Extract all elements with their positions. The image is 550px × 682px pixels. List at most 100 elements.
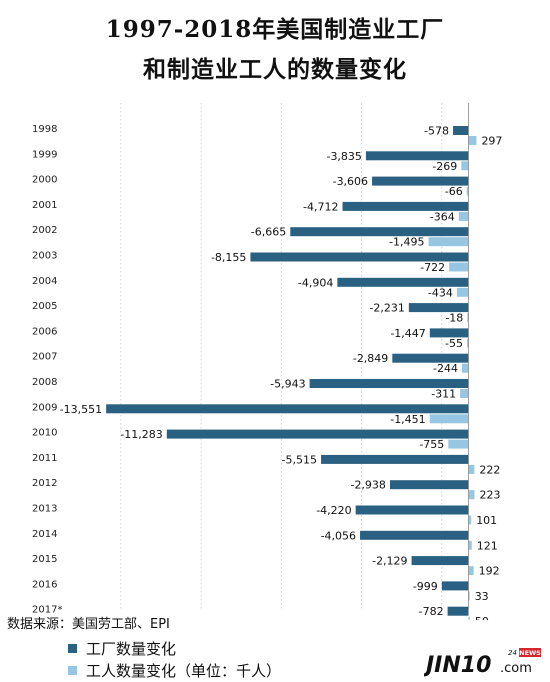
data-label-workers: 297 bbox=[481, 135, 502, 148]
y-tick-label: 2006 bbox=[32, 326, 57, 337]
data-label-factories: -782 bbox=[419, 605, 444, 618]
data-label-workers: -66 bbox=[445, 185, 463, 198]
bar-factories bbox=[342, 201, 469, 211]
bar-factories bbox=[441, 581, 469, 591]
data-label-workers: -1,451 bbox=[390, 413, 425, 426]
jin10-logo: JIN10 .com 24 NEWS bbox=[424, 648, 541, 678]
bar-workers bbox=[448, 439, 469, 449]
y-tick-label: 2003 bbox=[32, 251, 57, 262]
data-label-workers: -55 bbox=[445, 337, 463, 350]
bar-workers bbox=[461, 363, 469, 373]
data-label-workers: 223 bbox=[479, 489, 500, 502]
y-tick-label: 2001 bbox=[32, 200, 57, 211]
y-tick-label: 2012 bbox=[32, 478, 57, 489]
data-label-factories: -3,835 bbox=[326, 150, 361, 163]
data-label-factories: -2,938 bbox=[350, 479, 385, 492]
bar-workers bbox=[468, 540, 472, 550]
bar-factories bbox=[389, 480, 469, 490]
data-label-workers: -434 bbox=[428, 286, 453, 299]
legend-swatch-workers bbox=[68, 666, 77, 675]
y-tick-label: 2002 bbox=[32, 225, 57, 236]
bar-workers bbox=[458, 211, 469, 221]
y-tick-label: 2010 bbox=[32, 428, 57, 439]
bar-chart: 1998 -578 297 1999 -3,835 -269 2000 -3,606 -66 20… bbox=[32, 103, 502, 620]
data-label-workers: 121 bbox=[477, 539, 498, 552]
data-label-factories: -578 bbox=[424, 125, 449, 138]
y-tick-label: 2009 bbox=[32, 402, 57, 413]
data-label-factories: -3,606 bbox=[333, 175, 368, 188]
bar-factories bbox=[453, 126, 469, 135]
y-tick-label: 2008 bbox=[32, 377, 57, 388]
data-label-workers: -364 bbox=[430, 210, 455, 223]
data-label-workers: 33 bbox=[475, 590, 489, 603]
bar-workers bbox=[428, 237, 469, 247]
y-tick-label: 1998 bbox=[32, 124, 57, 135]
bar-factories bbox=[250, 252, 469, 262]
logo-wordmark: JIN10 bbox=[424, 653, 491, 678]
bar-factories bbox=[309, 379, 469, 388]
source-note: 数据来源：美国劳工部、EPI bbox=[7, 617, 170, 632]
bar-workers bbox=[468, 566, 474, 576]
bar-workers bbox=[467, 313, 469, 323]
data-label-workers: -311 bbox=[431, 388, 456, 401]
bar-workers bbox=[468, 616, 470, 620]
y-tick-label: 2014 bbox=[32, 529, 57, 540]
y-tick-label: 2007 bbox=[32, 352, 57, 363]
bar-workers bbox=[461, 161, 469, 171]
bar-workers bbox=[456, 287, 469, 297]
data-label-factories: -2,231 bbox=[369, 302, 404, 315]
data-label-factories: -2,129 bbox=[372, 555, 407, 568]
legend-item-workers: 工人数量变化（单位：千人） bbox=[68, 660, 281, 681]
bar-workers bbox=[468, 591, 470, 601]
bar-workers bbox=[468, 464, 475, 474]
data-label-workers: 50 bbox=[475, 615, 489, 620]
y-tick-label: 2011 bbox=[32, 453, 57, 464]
data-label-factories: -4,904 bbox=[298, 276, 333, 289]
bar-factories bbox=[166, 429, 469, 439]
chart-title-line-1: 1997-2018年美国制造业工厂 bbox=[105, 16, 445, 43]
y-tick-label: 2013 bbox=[32, 504, 57, 515]
data-label-factories: -1,447 bbox=[390, 327, 425, 340]
legend-swatch-factories bbox=[68, 644, 77, 653]
y-tick-label: 2017* bbox=[32, 605, 62, 616]
bar-workers bbox=[468, 515, 472, 525]
legend-label-factories: 工厂数量变化 bbox=[86, 640, 177, 658]
data-label-factories: -999 bbox=[413, 580, 438, 593]
bar-workers bbox=[466, 186, 469, 196]
y-tick-label: 2015 bbox=[32, 554, 57, 565]
data-label-workers: 192 bbox=[479, 565, 500, 578]
data-label-workers: -722 bbox=[420, 261, 445, 274]
data-label-factories: -5,515 bbox=[282, 453, 317, 466]
data-label-workers: -244 bbox=[433, 362, 458, 375]
data-label-workers: -269 bbox=[432, 160, 457, 173]
bar-factories bbox=[290, 227, 469, 237]
logo-badge-number: 24 bbox=[508, 649, 517, 657]
data-label-factories: -8,155 bbox=[211, 251, 246, 264]
bar-factories bbox=[321, 454, 469, 464]
data-label-workers: -18 bbox=[445, 312, 463, 325]
bar-factories bbox=[392, 353, 469, 363]
bar-factories bbox=[447, 606, 469, 616]
y-tick-label: 2000 bbox=[32, 175, 57, 186]
bar-factories bbox=[355, 505, 469, 515]
bar-factories bbox=[337, 277, 469, 287]
bar-factories bbox=[365, 151, 469, 161]
data-label-workers: -1,495 bbox=[389, 236, 424, 249]
bar-factories bbox=[106, 404, 469, 414]
data-label-factories: -5,943 bbox=[270, 378, 305, 391]
legend-label-workers: 工人数量变化（单位：千人） bbox=[86, 662, 282, 680]
data-label-factories: -4,056 bbox=[321, 529, 356, 542]
legend-item-factories: 工厂数量变化 bbox=[68, 638, 176, 659]
logo-suffix: .com bbox=[500, 661, 532, 676]
y-tick-label: 2004 bbox=[32, 276, 57, 287]
bar-factories bbox=[411, 556, 469, 566]
bar-workers bbox=[468, 136, 477, 145]
data-label-factories: -4,712 bbox=[303, 200, 338, 213]
bar-factories bbox=[408, 303, 469, 313]
bar-workers bbox=[460, 389, 469, 398]
data-label-factories: -2,849 bbox=[353, 352, 388, 365]
logo-news-text: NEWS bbox=[519, 649, 541, 657]
bar-workers bbox=[449, 262, 469, 272]
chart-title-line-2: 和制造业工人的数量变化 bbox=[143, 56, 407, 83]
y-tick-label: 1999 bbox=[32, 149, 57, 160]
